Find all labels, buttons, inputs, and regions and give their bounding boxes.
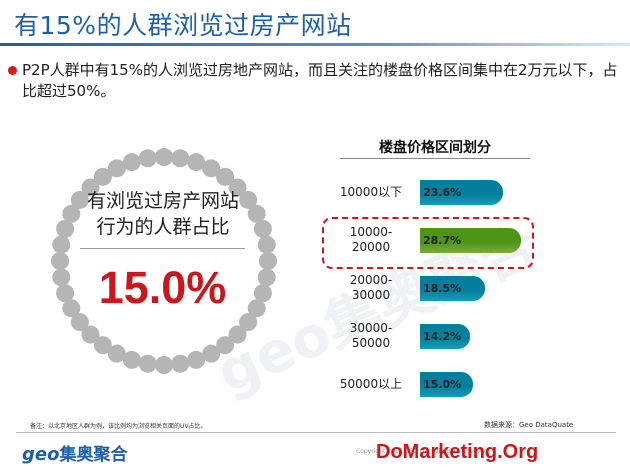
ring-dot — [52, 235, 71, 254]
ring-dot — [62, 204, 81, 223]
ring-caption-line1: 有浏览过房产网站 — [86, 190, 239, 212]
category-label: 50000以上 — [330, 377, 412, 392]
ring-dot — [187, 350, 206, 369]
ring-dot — [107, 159, 126, 178]
ring-dot — [187, 153, 206, 172]
title-divider — [0, 43, 630, 46]
ring-dot — [122, 350, 141, 369]
ring-dot — [239, 313, 258, 332]
ring-dot — [202, 159, 221, 178]
bar-value-label: 14.2% — [423, 330, 462, 343]
page-title: 有15%的人群浏览过房产网站 — [14, 11, 352, 40]
category-label-line: 20000 — [351, 240, 391, 254]
category-label-line: 20000- — [349, 273, 393, 287]
ring-dot — [107, 344, 126, 363]
category-label-line: 10000以下 — [339, 185, 403, 199]
bar — [420, 372, 473, 397]
bar — [420, 324, 470, 349]
data-source: 数据来源：Geo DataQuate — [484, 421, 574, 429]
ring-caption-line2: 行为的人群占比 — [96, 216, 230, 238]
ring-dot — [56, 284, 75, 303]
ring-dot — [171, 149, 190, 168]
logo-name-text: 集奥聚合 — [59, 445, 128, 465]
ring-dot — [138, 354, 157, 373]
ring-dot — [239, 190, 258, 209]
ring-dot — [253, 284, 272, 303]
ring-dot — [257, 235, 276, 254]
category-label: 20000- 30000 — [330, 273, 412, 303]
ring-dot — [216, 167, 235, 186]
bar-value-label: 15.0% — [423, 378, 462, 391]
category-label-line: 10000- — [349, 225, 393, 239]
chart-title-underline — [340, 158, 530, 159]
ring-dot — [216, 336, 235, 355]
ring-dot — [259, 252, 277, 270]
ring-dot — [51, 252, 69, 270]
category-label-line: 50000以上 — [339, 377, 403, 391]
footnote: 备注：以北京地区人群为例，该比例均为浏览相关页面的UV占比。 — [30, 423, 207, 430]
category-label-line: 50000 — [351, 336, 391, 350]
bullet-text: P2P人群中有15%的人浏览过房地产网站，而且关注的楼盘价格区间集中在2万元以下… — [22, 61, 618, 100]
ring-dot — [93, 167, 112, 186]
ring-dot — [70, 190, 89, 209]
footer-divider — [16, 432, 616, 433]
ring-dot — [62, 299, 81, 318]
ring-dot — [247, 299, 266, 318]
ring-divider — [80, 248, 245, 249]
ring-dot — [228, 178, 247, 197]
bar-value-label: 23.6% — [423, 186, 462, 199]
bar — [420, 180, 503, 205]
logo-geo-text: geo — [22, 444, 60, 465]
bullet-text-block: P2P人群中有15%的人浏览过房地产网站，而且关注的楼盘价格区间集中在2万元以下… — [8, 60, 622, 102]
category-label: 30000- 50000 — [330, 321, 412, 351]
ring-dot — [171, 354, 190, 373]
ring-dot — [253, 219, 272, 238]
company-logo: geo集奥聚合 — [22, 440, 127, 465]
category-label: 10000- 20000 — [330, 225, 412, 255]
ring-dot — [70, 313, 89, 332]
bullet-dot-icon — [8, 66, 17, 75]
category-label-line: 30000- — [349, 321, 393, 335]
site-watermark: DoMarketing.Org — [376, 441, 539, 463]
ring-dot — [122, 153, 141, 172]
ring-dot — [81, 325, 100, 344]
ring-dot — [138, 149, 157, 168]
category-label-line: 30000 — [351, 288, 391, 302]
ring-dot — [52, 268, 71, 287]
copyright: Copyright 2015 GEO Ltd. All rights reser… — [356, 448, 488, 455]
ring-value: 15.0% — [98, 262, 227, 313]
ring-dot — [247, 204, 266, 223]
bar-value-label: 28.7% — [423, 234, 462, 247]
dotted-ring — [51, 148, 277, 374]
ring-dot — [228, 325, 247, 344]
ring-dot — [56, 219, 75, 238]
ring-dot — [93, 336, 112, 355]
chart-title: 楼盘价格区间划分 — [379, 140, 491, 156]
ring-dot — [202, 344, 221, 363]
ring-dot — [155, 148, 173, 166]
bar — [420, 228, 521, 253]
ring-caption: 有浏览过房产网站 行为的人群占比 — [68, 188, 258, 240]
ring-dot — [257, 268, 276, 287]
ring-dot — [155, 356, 173, 374]
ring-dot — [81, 178, 100, 197]
bar — [420, 276, 485, 301]
bar-value-label: 18.5% — [423, 282, 462, 295]
highlight-box — [322, 217, 534, 269]
category-label: 10000以下 — [330, 185, 412, 200]
